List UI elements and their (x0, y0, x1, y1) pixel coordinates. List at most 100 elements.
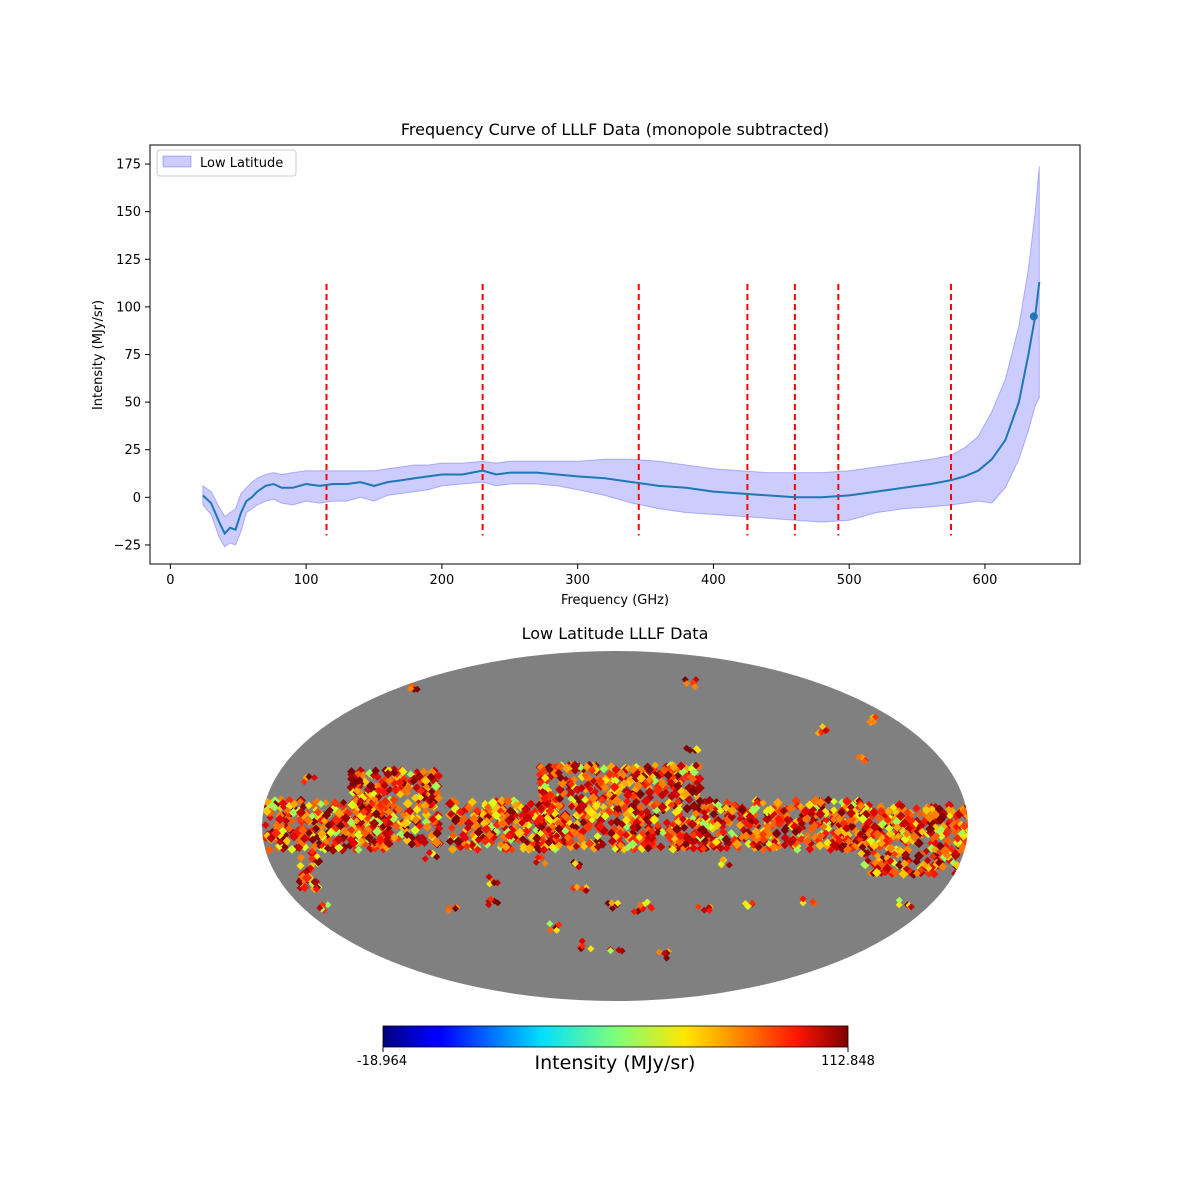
map-pixel (264, 845, 274, 855)
legend: Low Latitude (156, 149, 297, 177)
colorbar-min-label: -18.964 (357, 1054, 407, 1069)
map-pixel (539, 766, 549, 776)
map-pixel (347, 767, 356, 777)
map-pixel (506, 806, 515, 815)
map-pixel (723, 798, 732, 807)
map-pixel (578, 937, 586, 945)
map-pixel (694, 783, 705, 793)
map-pixel (567, 780, 576, 789)
map-pixel (313, 807, 323, 817)
map-pixel (299, 840, 307, 848)
map-pixel (908, 836, 918, 845)
map-pixel (823, 838, 832, 847)
map-pixel (271, 828, 282, 839)
map-pixel (737, 804, 748, 815)
map-pixel (695, 796, 705, 806)
map-pixel (645, 775, 654, 784)
map-pixel (562, 763, 572, 774)
map-pixels (262, 676, 968, 962)
map-pixel (692, 761, 700, 770)
map-pixel (451, 816, 461, 826)
map-pixel (822, 727, 830, 735)
map-pixel (390, 833, 399, 842)
map-pixel (894, 832, 903, 841)
map-pixel (391, 821, 401, 831)
map-pixel (599, 803, 608, 811)
map-pixel (669, 763, 679, 772)
map-pixel (860, 860, 869, 869)
map-pixel (815, 809, 826, 820)
map-pixel (356, 766, 366, 776)
map-pixel (957, 820, 965, 829)
map-pixel (851, 840, 862, 851)
map-pixel (671, 807, 682, 817)
map-pixel (355, 836, 366, 847)
map-pixel (347, 800, 358, 810)
map-pixel (281, 843, 289, 851)
map-pixel (866, 836, 876, 845)
map-pixel (349, 778, 360, 789)
map-pixel (714, 830, 722, 838)
map-pixel (659, 829, 667, 837)
map-pixel (313, 832, 323, 841)
map-pixel (383, 769, 393, 779)
map-pixel (663, 954, 671, 962)
map-pixel (331, 815, 342, 825)
map-pixel (663, 770, 673, 780)
map-pixel (690, 803, 699, 812)
map-pixel (937, 825, 945, 833)
map-pixel (930, 869, 939, 879)
map-pixel (452, 905, 460, 913)
map-pixel (412, 768, 422, 778)
map-pixel (313, 856, 324, 867)
map-pixel (349, 775, 357, 784)
map-pixel (864, 801, 874, 810)
map-pixel (600, 811, 610, 821)
map-pixel (793, 845, 802, 854)
map-pixel (262, 807, 272, 816)
map-pixel (864, 817, 874, 827)
map-pixel (427, 767, 437, 777)
map-pixel (554, 768, 563, 777)
map-pixel (548, 842, 557, 852)
map-pixel (421, 817, 431, 827)
map-pixel (405, 806, 415, 816)
map-pixel (322, 829, 333, 839)
map-pixel (764, 829, 774, 839)
map-pixel (745, 812, 755, 821)
band-layer (202, 165, 1040, 548)
line-chart-title: Frequency Curve of LLLF Data (monopole s… (401, 120, 829, 139)
map-pixel (934, 804, 944, 814)
map-pixel (541, 860, 549, 868)
map-pixel (609, 824, 619, 834)
map-pixel (700, 906, 708, 914)
map-pixel (856, 801, 866, 810)
map-pixel (775, 820, 784, 829)
map-pixel (610, 776, 620, 786)
map-pixel (780, 833, 790, 843)
map-pixel (830, 835, 839, 845)
map-pixel (537, 804, 546, 813)
map-pixel (389, 795, 399, 805)
map-pixel (568, 788, 576, 796)
map-pixel (534, 854, 542, 862)
map-pixel (501, 842, 511, 852)
map-pixel (890, 850, 899, 858)
map-pixel (583, 773, 593, 783)
series-line-mean (202, 281, 1041, 536)
y-tick-label: 175 (116, 158, 141, 173)
std-band (202, 165, 1040, 548)
map-pixel (844, 837, 853, 846)
map-pixel (810, 795, 821, 806)
map-pixel (354, 770, 363, 778)
map-pixel (481, 824, 492, 834)
map-pixel (904, 814, 912, 823)
map-pixel (297, 853, 306, 862)
map-pixel (467, 797, 477, 807)
map-pixel (575, 863, 583, 871)
map-pixel (924, 863, 933, 872)
map-pixel (598, 795, 606, 804)
map-pixel (335, 821, 346, 831)
map-pixel (545, 765, 554, 774)
map-pixel (605, 770, 615, 779)
